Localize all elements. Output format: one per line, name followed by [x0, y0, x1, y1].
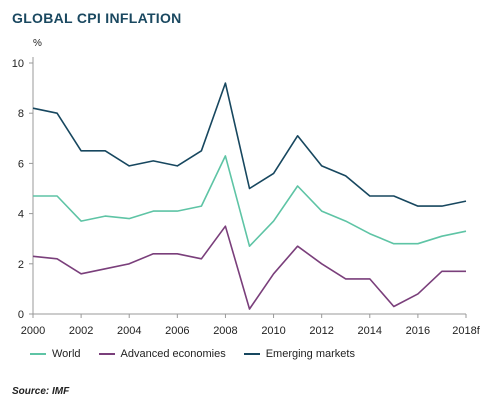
legend-item-emerging: Emerging markets: [243, 348, 355, 360]
x-tick-label: 2006: [165, 325, 189, 337]
legend-label-advanced: Advanced economies: [120, 348, 226, 360]
x-tick-label: 2018f: [452, 325, 480, 337]
x-tick-label: 2004: [117, 325, 141, 337]
legend-label-emerging: Emerging markets: [265, 348, 355, 360]
legend: World Advanced economies Emerging market…: [30, 348, 373, 360]
y-tick-label: 2: [18, 259, 24, 271]
y-tick-label: 10: [12, 58, 24, 70]
legend-item-advanced: Advanced economies: [98, 348, 226, 360]
legend-item-world: World: [30, 348, 81, 360]
legend-label-world: World: [52, 348, 81, 360]
legend-swatch-world: [30, 353, 46, 355]
x-tick-label: 2012: [309, 325, 333, 337]
advanced-economies-line: [32, 225, 466, 310]
chart-title: GLOBAL CPI INFLATION: [12, 10, 182, 26]
legend-swatch-advanced: [98, 353, 115, 355]
series-lines: [32, 82, 467, 310]
x-tick-label: 2008: [213, 325, 237, 337]
x-tick-label: 2000: [21, 325, 45, 337]
source-note: Source: IMF: [12, 386, 70, 397]
x-tick-label: 2016: [406, 325, 430, 337]
axes: 0 2 4 6 8 10 2000 2002 2004 2006 2008 2010 2012 2014 2…: [12, 57, 481, 337]
legend-swatch-emerging: [243, 353, 260, 355]
y-tick-label: 8: [18, 108, 24, 120]
y-tick-label: 4: [18, 209, 24, 221]
emerging-markets-line: [32, 82, 467, 207]
x-tick-label: 2010: [261, 325, 285, 337]
y-axis-unit-label: %: [33, 38, 42, 49]
x-tick-label: 2002: [69, 325, 93, 337]
world-line: [33, 155, 467, 247]
y-tick-label: 6: [18, 158, 24, 170]
x-tick-label: 2014: [358, 325, 382, 337]
y-tick-label: 0: [18, 309, 24, 321]
